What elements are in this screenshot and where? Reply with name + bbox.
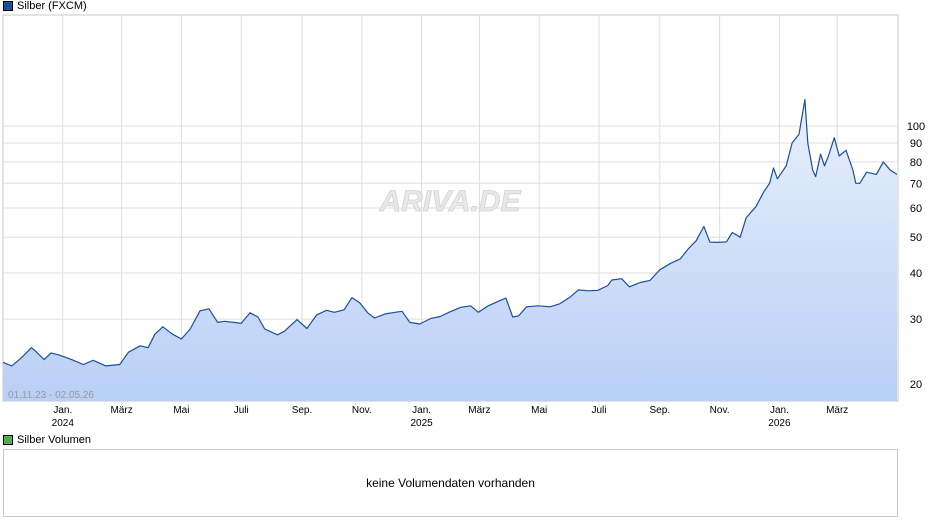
x-tick-label: März <box>826 405 848 416</box>
x-tick-label: Nov. <box>352 405 372 416</box>
y-axis: 20 30 40 50 60 70 80 90 100 <box>907 121 925 391</box>
price-area <box>3 99 897 401</box>
y-tick-label: 60 <box>910 203 922 215</box>
x-tick-label: Jan. <box>412 405 431 416</box>
x-tick-label: März <box>110 405 132 416</box>
x-tick-label: Mai <box>173 405 189 416</box>
x-axis: Jan. 2024 März Mai Juli Sep. Nov. Jan. 2025 März M… <box>52 405 849 429</box>
x-year-label: 2026 <box>768 418 791 429</box>
y-tick-label: 70 <box>910 178 922 190</box>
y-tick-label: 30 <box>910 314 922 326</box>
y-tick-label: 20 <box>910 379 922 391</box>
y-tick-label: 50 <box>910 232 922 244</box>
y-tick-label: 40 <box>910 268 922 280</box>
x-tick-label: Jan. <box>770 405 789 416</box>
x-tick-label: Juli <box>591 405 606 416</box>
x-tick-label: Sep. <box>650 405 671 416</box>
no-volume-message: keine Volumendaten vorhanden <box>366 476 535 490</box>
y-tick-label: 90 <box>910 138 922 150</box>
volume-legend-label: Silber Volumen <box>17 434 91 446</box>
x-tick-label: Jan. <box>53 405 72 416</box>
price-legend-swatch <box>3 1 13 11</box>
x-tick-label: Sep. <box>292 405 313 416</box>
volume-legend-swatch <box>3 435 13 445</box>
y-tick-label: 100 <box>907 121 925 133</box>
x-year-label: 2025 <box>410 418 433 429</box>
price-legend-label: Silber (FXCM) <box>17 0 87 12</box>
x-tick-label: Mai <box>531 405 547 416</box>
price-chart: ARIVA.DE 20 30 40 50 60 70 80 90 100 Jan. 2024 Mär… <box>2 14 925 429</box>
x-tick-label: März <box>468 405 490 416</box>
watermark: ARIVA.DE <box>378 185 521 218</box>
volume-panel: keine Volumendaten vorhanden <box>3 449 898 517</box>
price-line <box>2 99 898 367</box>
x-tick-label: Juli <box>234 405 249 416</box>
x-year-label: 2024 <box>52 418 75 429</box>
x-tick-label: Nov. <box>710 405 730 416</box>
y-tick-label: 80 <box>910 157 922 169</box>
volume-legend: Silber Volumen <box>3 434 91 446</box>
date-range-label: 01.11.23 - 02.05.26 <box>8 390 94 401</box>
price-legend: Silber (FXCM) <box>3 0 87 12</box>
